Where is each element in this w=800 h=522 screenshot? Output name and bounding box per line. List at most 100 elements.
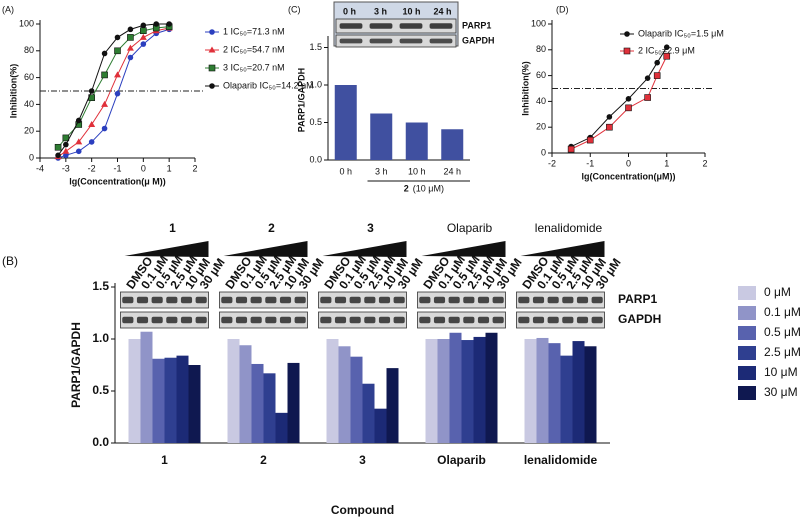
bar <box>485 332 498 443</box>
blot-band <box>547 316 559 324</box>
blot-group-label: Olaparib <box>447 221 493 235</box>
y-tick-label: 0.0 <box>309 154 322 164</box>
blot <box>335 18 457 34</box>
marker <box>127 26 134 33</box>
blot-band <box>122 296 134 304</box>
blot-band <box>364 316 376 324</box>
bar <box>386 368 399 443</box>
blot-band <box>235 296 248 304</box>
blot-band <box>294 316 306 324</box>
panel-label: (B) <box>2 254 18 268</box>
blot-band <box>151 296 163 304</box>
y-axis-label: Inhibition(%) <box>8 64 18 118</box>
blot-band <box>532 296 545 304</box>
marker <box>208 64 216 72</box>
blot-band <box>279 296 292 304</box>
blot-band <box>448 296 460 304</box>
legend-label: Olaparib IC₅₀=1.5 μM <box>638 28 724 38</box>
bar <box>334 85 357 160</box>
series-line <box>57 28 170 159</box>
blot <box>219 291 308 309</box>
legend-swatch <box>738 386 756 400</box>
y-tick-label: 1.5 <box>92 279 109 293</box>
bar <box>374 408 387 443</box>
blot <box>120 291 209 309</box>
y-tick-label: 100 <box>19 18 34 28</box>
blot-band <box>250 296 262 304</box>
x-tick-label: -3 <box>62 163 70 173</box>
bar <box>437 339 450 443</box>
y-tick-label: 80 <box>24 45 34 55</box>
legend-swatch <box>738 286 756 300</box>
blot-band <box>235 316 248 324</box>
blot-band <box>195 296 207 304</box>
blot-band <box>378 316 391 324</box>
blot-lane-label: 10 h <box>402 6 420 16</box>
marker <box>62 147 70 154</box>
legend-label: 3 IC₅₀=20.7 nM <box>223 62 285 72</box>
bar <box>350 356 363 443</box>
marker <box>114 90 121 97</box>
legend-swatch <box>738 306 756 320</box>
marker <box>101 71 108 79</box>
panel-label: (A) <box>2 4 14 14</box>
legend-swatch <box>738 366 756 380</box>
bar <box>584 346 597 443</box>
marker <box>140 22 147 29</box>
blot-band <box>448 316 460 324</box>
x-tick-label: 0 h <box>339 166 352 176</box>
marker <box>653 72 661 79</box>
blot-band <box>591 316 603 324</box>
y-tick-label: 20 <box>24 126 34 136</box>
panel: (A) 0 20 40 60 80 100 -4 -3 -2 -1 0 1 2 Inhibition(%) l… <box>2 4 314 186</box>
blot-band <box>221 296 233 304</box>
y-tick-label: 40 <box>24 99 34 109</box>
bar <box>164 357 177 443</box>
blot-band <box>433 296 446 304</box>
blot-band <box>433 316 446 324</box>
bar <box>326 339 339 443</box>
legend-swatch <box>738 346 756 360</box>
blot-band <box>463 316 475 324</box>
panel: (B)0.00.51.01.5PARP1/GAPDHCompound11DMSO… <box>2 221 800 517</box>
blot-band <box>349 316 361 324</box>
dose-wedge <box>520 241 605 257</box>
marker <box>55 152 61 159</box>
blot-band <box>393 316 405 324</box>
marker <box>62 134 70 142</box>
blot-lane-label: 3 h <box>374 6 387 16</box>
marker <box>114 47 121 55</box>
marker <box>88 88 95 94</box>
blot-band <box>320 296 332 304</box>
blot-band <box>180 316 193 324</box>
blot-lane-label: 24 h <box>433 6 451 16</box>
blot-band <box>166 296 178 304</box>
x-tick-label: Olaparib <box>437 453 486 467</box>
blot-band <box>265 316 277 324</box>
bar <box>425 339 438 443</box>
blot-band <box>399 38 423 44</box>
marker <box>606 123 613 131</box>
blot-protein-label: GAPDH <box>618 312 661 326</box>
y-tick-label: 60 <box>24 72 34 82</box>
bar <box>128 339 141 443</box>
x-tick-label: 1 <box>664 158 669 168</box>
blot-band <box>339 38 363 44</box>
marker <box>127 34 134 41</box>
blot-band <box>369 38 393 44</box>
blot-band <box>265 296 277 304</box>
x-tick-label: 0 <box>626 158 631 168</box>
bar <box>473 336 486 443</box>
marker <box>209 83 215 89</box>
x-axis-label: lg(Concentration(μM)) <box>582 171 676 181</box>
blot-band <box>591 296 603 304</box>
marker <box>654 59 660 66</box>
marker <box>663 52 671 60</box>
blot <box>417 311 506 329</box>
blot-band <box>562 296 574 304</box>
blot-band <box>334 296 347 304</box>
marker <box>208 46 216 53</box>
x-tick-label: 3 <box>359 453 366 467</box>
blot <box>516 291 605 309</box>
